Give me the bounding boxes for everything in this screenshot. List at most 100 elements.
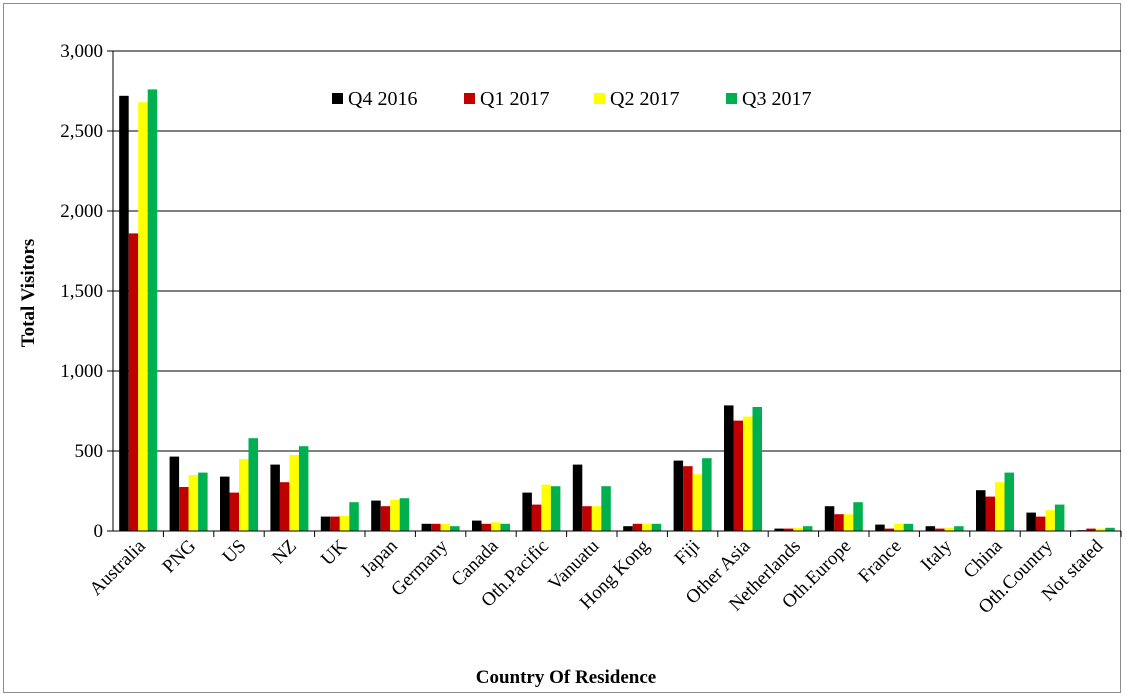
bar: [119, 95, 129, 532]
bar: [601, 486, 611, 531]
bar: [843, 514, 854, 531]
bar: [783, 528, 794, 531]
bar: [339, 515, 350, 531]
x-axis-title: Country Of Residence: [476, 667, 656, 688]
bar: [349, 502, 359, 531]
bar: [925, 526, 936, 531]
legend-label: Q1 2017: [480, 88, 549, 110]
bar: [853, 502, 863, 531]
bar: [743, 416, 753, 531]
bar: [169, 456, 180, 531]
bar: [491, 522, 501, 531]
bar: [894, 523, 904, 531]
bar: [903, 523, 914, 531]
bar: [572, 464, 583, 531]
x-tick-label: PNG: [158, 535, 200, 577]
x-tick-label: Italy: [917, 535, 957, 575]
bar: [550, 486, 561, 531]
chart-frame: 0 500 1,000 1,500 2,000 2,500 3,000 Australia P…: [3, 3, 1122, 693]
bar: [531, 504, 542, 531]
y-tick-label: 3,000: [60, 41, 103, 62]
y-tick-label: 1,000: [60, 361, 103, 382]
bar: [834, 514, 844, 531]
x-tick-label: Japan: [356, 535, 402, 581]
bar: [399, 498, 410, 531]
bar: [1026, 512, 1036, 531]
legend: Q4 2016 Q1 2017 Q2 2017 Q3 2017: [332, 88, 811, 110]
bar: [733, 420, 743, 531]
legend-swatch: [332, 93, 343, 104]
y-axis-ticks: 0 500 1,000 1,500 2,000 2,500 3,000: [60, 41, 113, 542]
bar: [582, 506, 592, 531]
bar: [188, 475, 199, 531]
bar: [824, 506, 835, 531]
bar: [623, 526, 633, 531]
bar: [632, 523, 643, 531]
bar: [1105, 527, 1115, 531]
bar: [128, 233, 139, 531]
legend-swatch: [594, 93, 605, 104]
bar: [298, 446, 309, 531]
bar: [481, 523, 491, 531]
bars: [119, 89, 1115, 532]
x-tick-label: France: [854, 536, 905, 587]
bar: [1035, 516, 1046, 531]
legend-label: Q4 2016: [348, 88, 417, 110]
bar: [179, 487, 189, 531]
bar: [976, 490, 986, 531]
x-tick-label: Australia: [86, 535, 150, 599]
bar: [198, 472, 208, 531]
bar: [995, 482, 1005, 531]
bar: [591, 506, 602, 531]
x-tick-label: Germany: [387, 535, 452, 600]
bar: [1095, 528, 1106, 531]
bar: [239, 459, 249, 531]
bar: [220, 476, 230, 531]
x-tick-label: China: [960, 535, 1007, 582]
bar: [229, 492, 239, 531]
bar-chart: 0 500 1,000 1,500 2,000 2,500 3,000 Australia P…: [18, 41, 1122, 688]
bar: [935, 528, 945, 531]
bar: [651, 523, 662, 531]
y-tick-label: 500: [75, 441, 104, 462]
bar: [270, 464, 280, 531]
bar: [884, 528, 895, 531]
bar: [683, 466, 693, 531]
bar: [954, 526, 964, 531]
legend-swatch: [464, 93, 475, 104]
bar: [431, 523, 441, 531]
bar: [522, 492, 532, 531]
bar: [421, 523, 432, 531]
bar: [289, 455, 299, 531]
bar: [450, 526, 460, 531]
bar: [724, 405, 734, 531]
bar: [138, 102, 148, 531]
bar: [1045, 510, 1055, 531]
bar: [642, 523, 652, 531]
bar: [248, 438, 258, 531]
bar: [330, 516, 340, 531]
bar: [320, 516, 331, 531]
bar: [875, 524, 885, 531]
bar: [472, 520, 482, 531]
bar: [944, 527, 955, 531]
bar: [390, 499, 400, 531]
bar: [1086, 528, 1096, 531]
bar: [673, 460, 684, 531]
x-tick-label: Fiji: [671, 536, 705, 570]
y-tick-label: 2,000: [60, 201, 103, 222]
bar: [802, 526, 813, 531]
bar: [702, 458, 712, 531]
x-axis-ticks: Australia PNG US NZ UK JapanGermanyCanadaOth.…: [86, 531, 1122, 618]
bar: [440, 523, 451, 531]
y-tick-label: 2,500: [60, 121, 103, 142]
y-tick-label: 0: [94, 521, 104, 542]
bar: [985, 496, 995, 531]
bar: [692, 474, 703, 531]
bar: [752, 407, 762, 531]
y-axis-title: Total Visitors: [18, 239, 39, 348]
y-tick-label: 1,500: [60, 281, 103, 302]
x-tick-label: NZ: [268, 536, 301, 569]
bar: [380, 506, 391, 531]
legend-label: Q2 2017: [610, 88, 679, 110]
